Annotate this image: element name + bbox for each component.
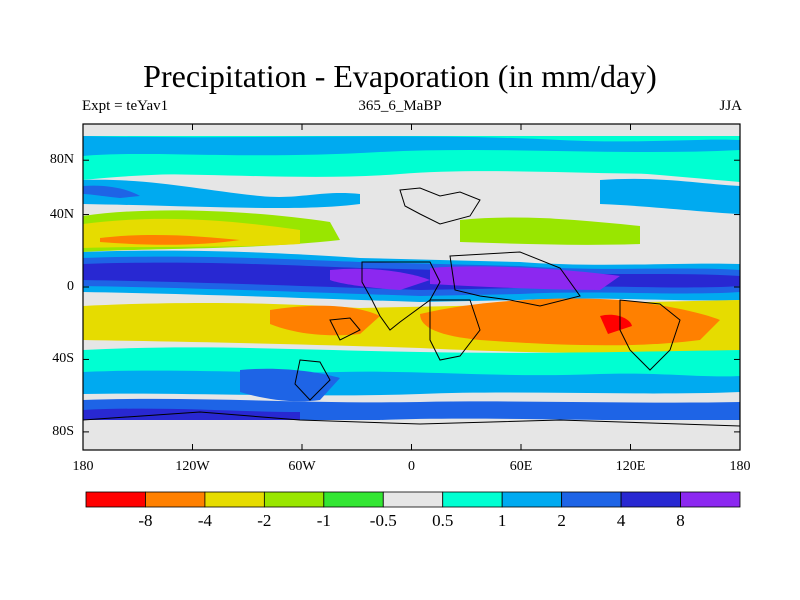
x-tick-label: 120E <box>615 459 646 474</box>
axis-ticks <box>82 124 741 450</box>
colorbar <box>85 491 741 508</box>
colorbar-swatch <box>501 491 563 508</box>
x-tick-label: 60E <box>509 459 533 474</box>
colorbar-swatch <box>145 491 206 508</box>
colorbar-swatch <box>323 491 384 508</box>
colorbar-label: 0.5 <box>432 511 454 530</box>
colorbar-swatch <box>561 491 622 508</box>
colorbar-swatch <box>620 491 681 508</box>
colorbar-swatch <box>382 491 444 508</box>
colorbar-label: -1 <box>316 511 331 530</box>
colorbar-label: -0.5 <box>369 511 397 530</box>
colorbar-swatch <box>204 491 265 508</box>
x-tick-label: 60W <box>288 459 316 474</box>
colorbar-swatch <box>680 491 741 508</box>
colorbar-swatch <box>442 491 503 508</box>
y-tick-label: 40S <box>52 351 74 367</box>
contour-field <box>83 124 740 450</box>
coastlines <box>83 187 740 427</box>
y-tick-label: 0 <box>67 279 74 294</box>
colorbar-label: -2 <box>257 511 272 530</box>
period-label: 365_6_MaBP <box>358 98 442 114</box>
colorbar-label: 8 <box>676 511 685 530</box>
map-title: Precipitation - Evaporation (in mm/day) <box>143 58 657 94</box>
x-tick-label: 0 <box>408 459 415 474</box>
colorbar-swatch <box>85 491 146 508</box>
y-tick-label: 40N <box>49 206 74 222</box>
colorbar-label: 2 <box>557 511 566 530</box>
y-tick-label: 80S <box>52 423 74 439</box>
colorbar-label: -4 <box>197 511 212 530</box>
x-tick-label: 180 <box>729 459 751 474</box>
experiment-label: Expt = teYav1 <box>82 98 169 114</box>
season-label: JJA <box>719 98 742 114</box>
colorbar-label: -8 <box>138 511 153 530</box>
colorbar-swatch <box>263 491 325 508</box>
colorbar-label: 4 <box>616 511 626 530</box>
y-tick-label: 80N <box>49 152 74 168</box>
x-tick-label: 120W <box>175 459 210 474</box>
colorbar-label: 1 <box>497 511 507 530</box>
x-tick-label: 180 <box>72 459 94 474</box>
